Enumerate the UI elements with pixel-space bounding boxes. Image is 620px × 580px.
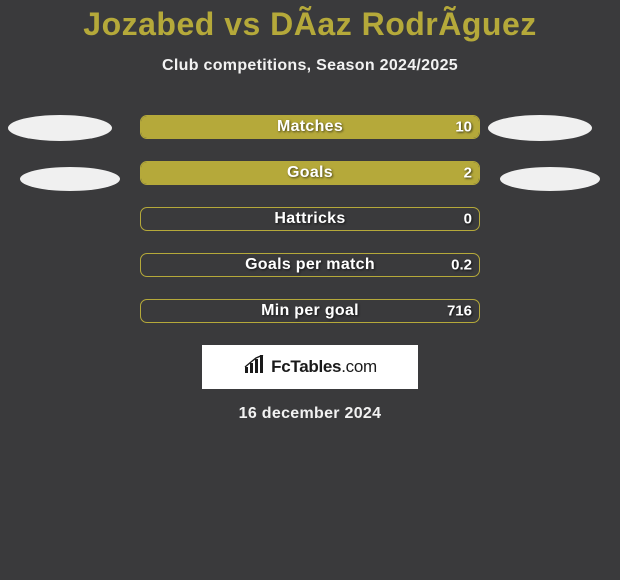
stat-bar: Goals per match 0.2: [140, 253, 480, 277]
stat-label: Min per goal: [141, 302, 479, 320]
stat-label: Hattricks: [141, 210, 479, 228]
brand-name-suffix: .com: [341, 357, 377, 376]
page-title: Jozabed vs DÃ­az RodrÃ­guez: [0, 0, 620, 43]
stat-row: Hattricks 0: [0, 207, 620, 231]
avatar-placeholder: [20, 167, 120, 191]
brand-chart-icon: [243, 355, 267, 380]
stat-bar: Min per goal 716: [140, 299, 480, 323]
stat-value-right: 0.2: [451, 257, 472, 274]
stat-label: Goals: [141, 164, 479, 182]
subtitle: Club competitions, Season 2024/2025: [0, 57, 620, 75]
avatar-placeholder: [488, 115, 592, 141]
stat-row: Min per goal 716: [0, 299, 620, 323]
stat-label: Matches: [141, 118, 479, 136]
stat-value-right: 0: [464, 211, 472, 228]
stat-value-right: 10: [455, 119, 472, 136]
stat-bar: Goals 2: [140, 161, 480, 185]
comparison-card: Jozabed vs DÃ­az RodrÃ­guez Club competi…: [0, 0, 620, 580]
stat-row: Goals per match 0.2: [0, 253, 620, 277]
stat-bar: Matches 10: [140, 115, 480, 139]
stats-area: Matches 10 Goals 2 Hattricks 0: [0, 115, 620, 323]
stat-label: Goals per match: [141, 256, 479, 274]
brand-name: FcTables.com: [271, 357, 377, 377]
avatar-placeholder: [500, 167, 600, 191]
brand-box[interactable]: FcTables.com: [202, 345, 418, 389]
stat-bar: Hattricks 0: [140, 207, 480, 231]
avatar-placeholder: [8, 115, 112, 141]
brand-name-main: FcTables: [271, 357, 341, 376]
date-line: 16 december 2024: [0, 405, 620, 423]
stat-value-right: 716: [447, 303, 472, 320]
stat-value-right: 2: [464, 165, 472, 182]
